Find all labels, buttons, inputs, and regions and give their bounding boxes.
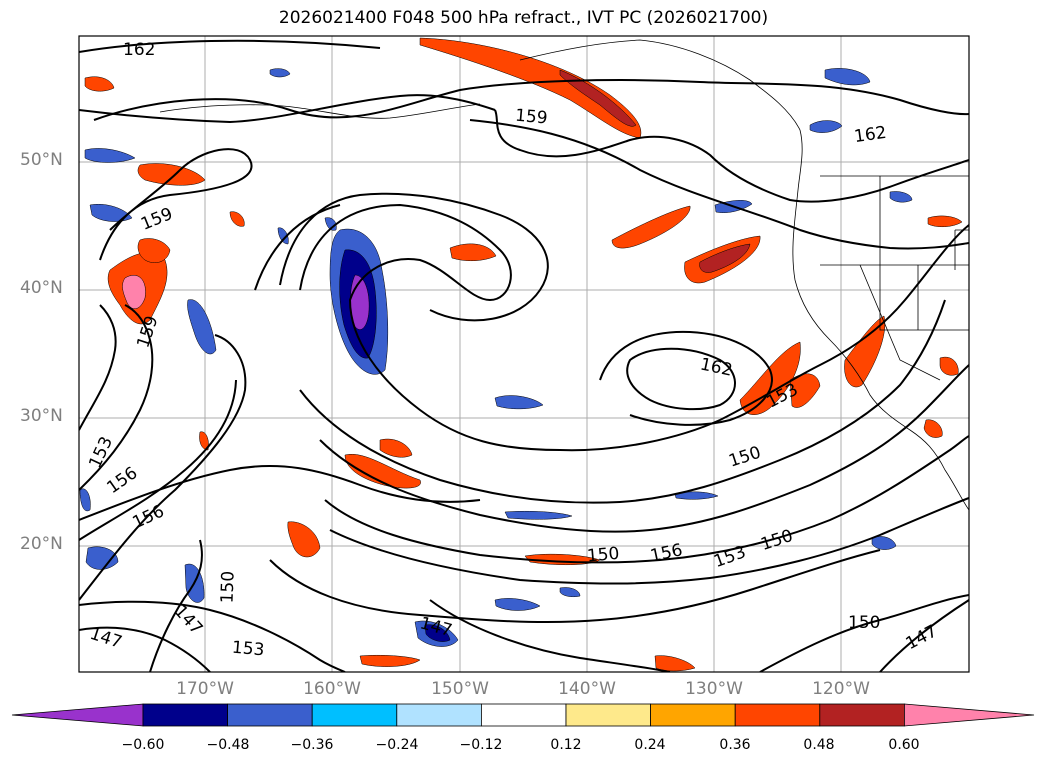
positive-anomaly bbox=[137, 163, 206, 186]
positive-anomaly bbox=[199, 431, 209, 451]
colorbar-segment bbox=[142, 703, 228, 727]
colorbar-segment bbox=[396, 703, 482, 727]
contour-label: 150 bbox=[848, 613, 880, 633]
contour-label: 162 bbox=[123, 40, 155, 60]
contour-label: 159 bbox=[514, 106, 548, 129]
negative-anomaly bbox=[824, 68, 871, 86]
colorbar-segment bbox=[311, 703, 398, 727]
negative-anomaly bbox=[85, 546, 119, 570]
negative-anomaly bbox=[424, 624, 451, 642]
colorbar-tick-label: −0.24 bbox=[375, 737, 419, 753]
positive-anomaly bbox=[611, 205, 691, 249]
negative-anomaly bbox=[89, 204, 133, 222]
lat-label: 50°N bbox=[20, 150, 63, 170]
lat-label: 40°N bbox=[20, 278, 63, 298]
positive-anomaly bbox=[137, 238, 171, 263]
colorbar-segment bbox=[565, 703, 651, 727]
negative-anomaly bbox=[269, 68, 291, 78]
contour-label: 150 bbox=[218, 571, 239, 604]
positive-anomaly bbox=[939, 356, 959, 376]
negative-anomaly bbox=[277, 227, 289, 245]
colorbar-tick-label: 0.36 bbox=[719, 737, 751, 753]
negative-anomaly bbox=[187, 299, 217, 355]
colorbar-segment bbox=[819, 703, 905, 727]
negative-anomaly bbox=[674, 491, 719, 500]
map-title: 2026021400 F048 500 hPa refract., IVT PC… bbox=[278, 8, 769, 28]
negative-anomaly bbox=[79, 488, 91, 512]
lon-label: 120°W bbox=[812, 679, 870, 699]
positive-anomaly bbox=[927, 215, 963, 227]
colorbar-tick-label: −0.36 bbox=[290, 737, 334, 753]
negative-anomaly bbox=[809, 120, 843, 133]
negative-anomaly bbox=[504, 510, 573, 520]
contour-lines bbox=[79, 39, 969, 672]
negative-anomaly bbox=[84, 76, 115, 92]
lat-label: 30°N bbox=[20, 406, 63, 426]
negative-anomaly bbox=[871, 536, 897, 550]
colorbar bbox=[11, 703, 1035, 727]
colorbar-tick-label: −0.48 bbox=[206, 737, 250, 753]
colorbar-tick-label: 0.24 bbox=[634, 737, 666, 753]
colorbar-segment bbox=[734, 703, 821, 727]
contour-label-group: 162 159 162 159 159 162 153 150 153 156 … bbox=[85, 40, 940, 660]
positive-anomaly bbox=[559, 69, 637, 127]
shaded-anomalies bbox=[79, 37, 963, 672]
positive-anomaly bbox=[699, 243, 751, 273]
positive-anomaly bbox=[344, 453, 421, 489]
lon-label: 130°W bbox=[685, 679, 743, 699]
colorbar-segment bbox=[650, 703, 736, 727]
contour-label: 150 bbox=[586, 544, 620, 567]
coastlines bbox=[159, 39, 969, 511]
positive-anomaly bbox=[229, 211, 245, 227]
colorbar-extension-high bbox=[904, 703, 1035, 727]
colorbar-tick-label: −0.12 bbox=[459, 737, 503, 753]
lon-label: 140°W bbox=[558, 679, 616, 699]
negative-anomaly bbox=[84, 148, 136, 163]
lon-label: 170°W bbox=[176, 679, 234, 699]
negative-anomaly bbox=[494, 395, 544, 410]
contour-label: 162 bbox=[853, 123, 888, 147]
positive-anomaly bbox=[379, 438, 413, 458]
colorbar-segment bbox=[227, 703, 313, 727]
positive-anomaly bbox=[739, 341, 801, 415]
negative-anomaly bbox=[559, 587, 581, 598]
colorbar-segment bbox=[480, 703, 567, 727]
lon-label: 150°W bbox=[431, 679, 489, 699]
positive-anomaly bbox=[287, 521, 321, 558]
contour-label: 153 bbox=[231, 638, 265, 661]
negative-anomaly bbox=[494, 598, 541, 611]
colorbar-extension-low bbox=[11, 703, 144, 727]
lon-label: 160°W bbox=[303, 679, 361, 699]
negative-anomaly bbox=[889, 191, 913, 203]
positive-anomaly bbox=[359, 654, 421, 667]
colorbar-tick-label: 0.60 bbox=[888, 737, 920, 753]
colorbar-tick-label: −0.60 bbox=[121, 737, 165, 753]
colorbar-tick-label: 0.12 bbox=[550, 737, 582, 753]
positive-anomaly bbox=[122, 274, 146, 309]
positive-anomaly bbox=[449, 243, 497, 261]
colorbar-tick-label: 0.48 bbox=[803, 737, 835, 753]
map-frame bbox=[78, 35, 970, 673]
lat-label: 20°N bbox=[20, 534, 63, 554]
positive-anomaly bbox=[923, 419, 943, 438]
